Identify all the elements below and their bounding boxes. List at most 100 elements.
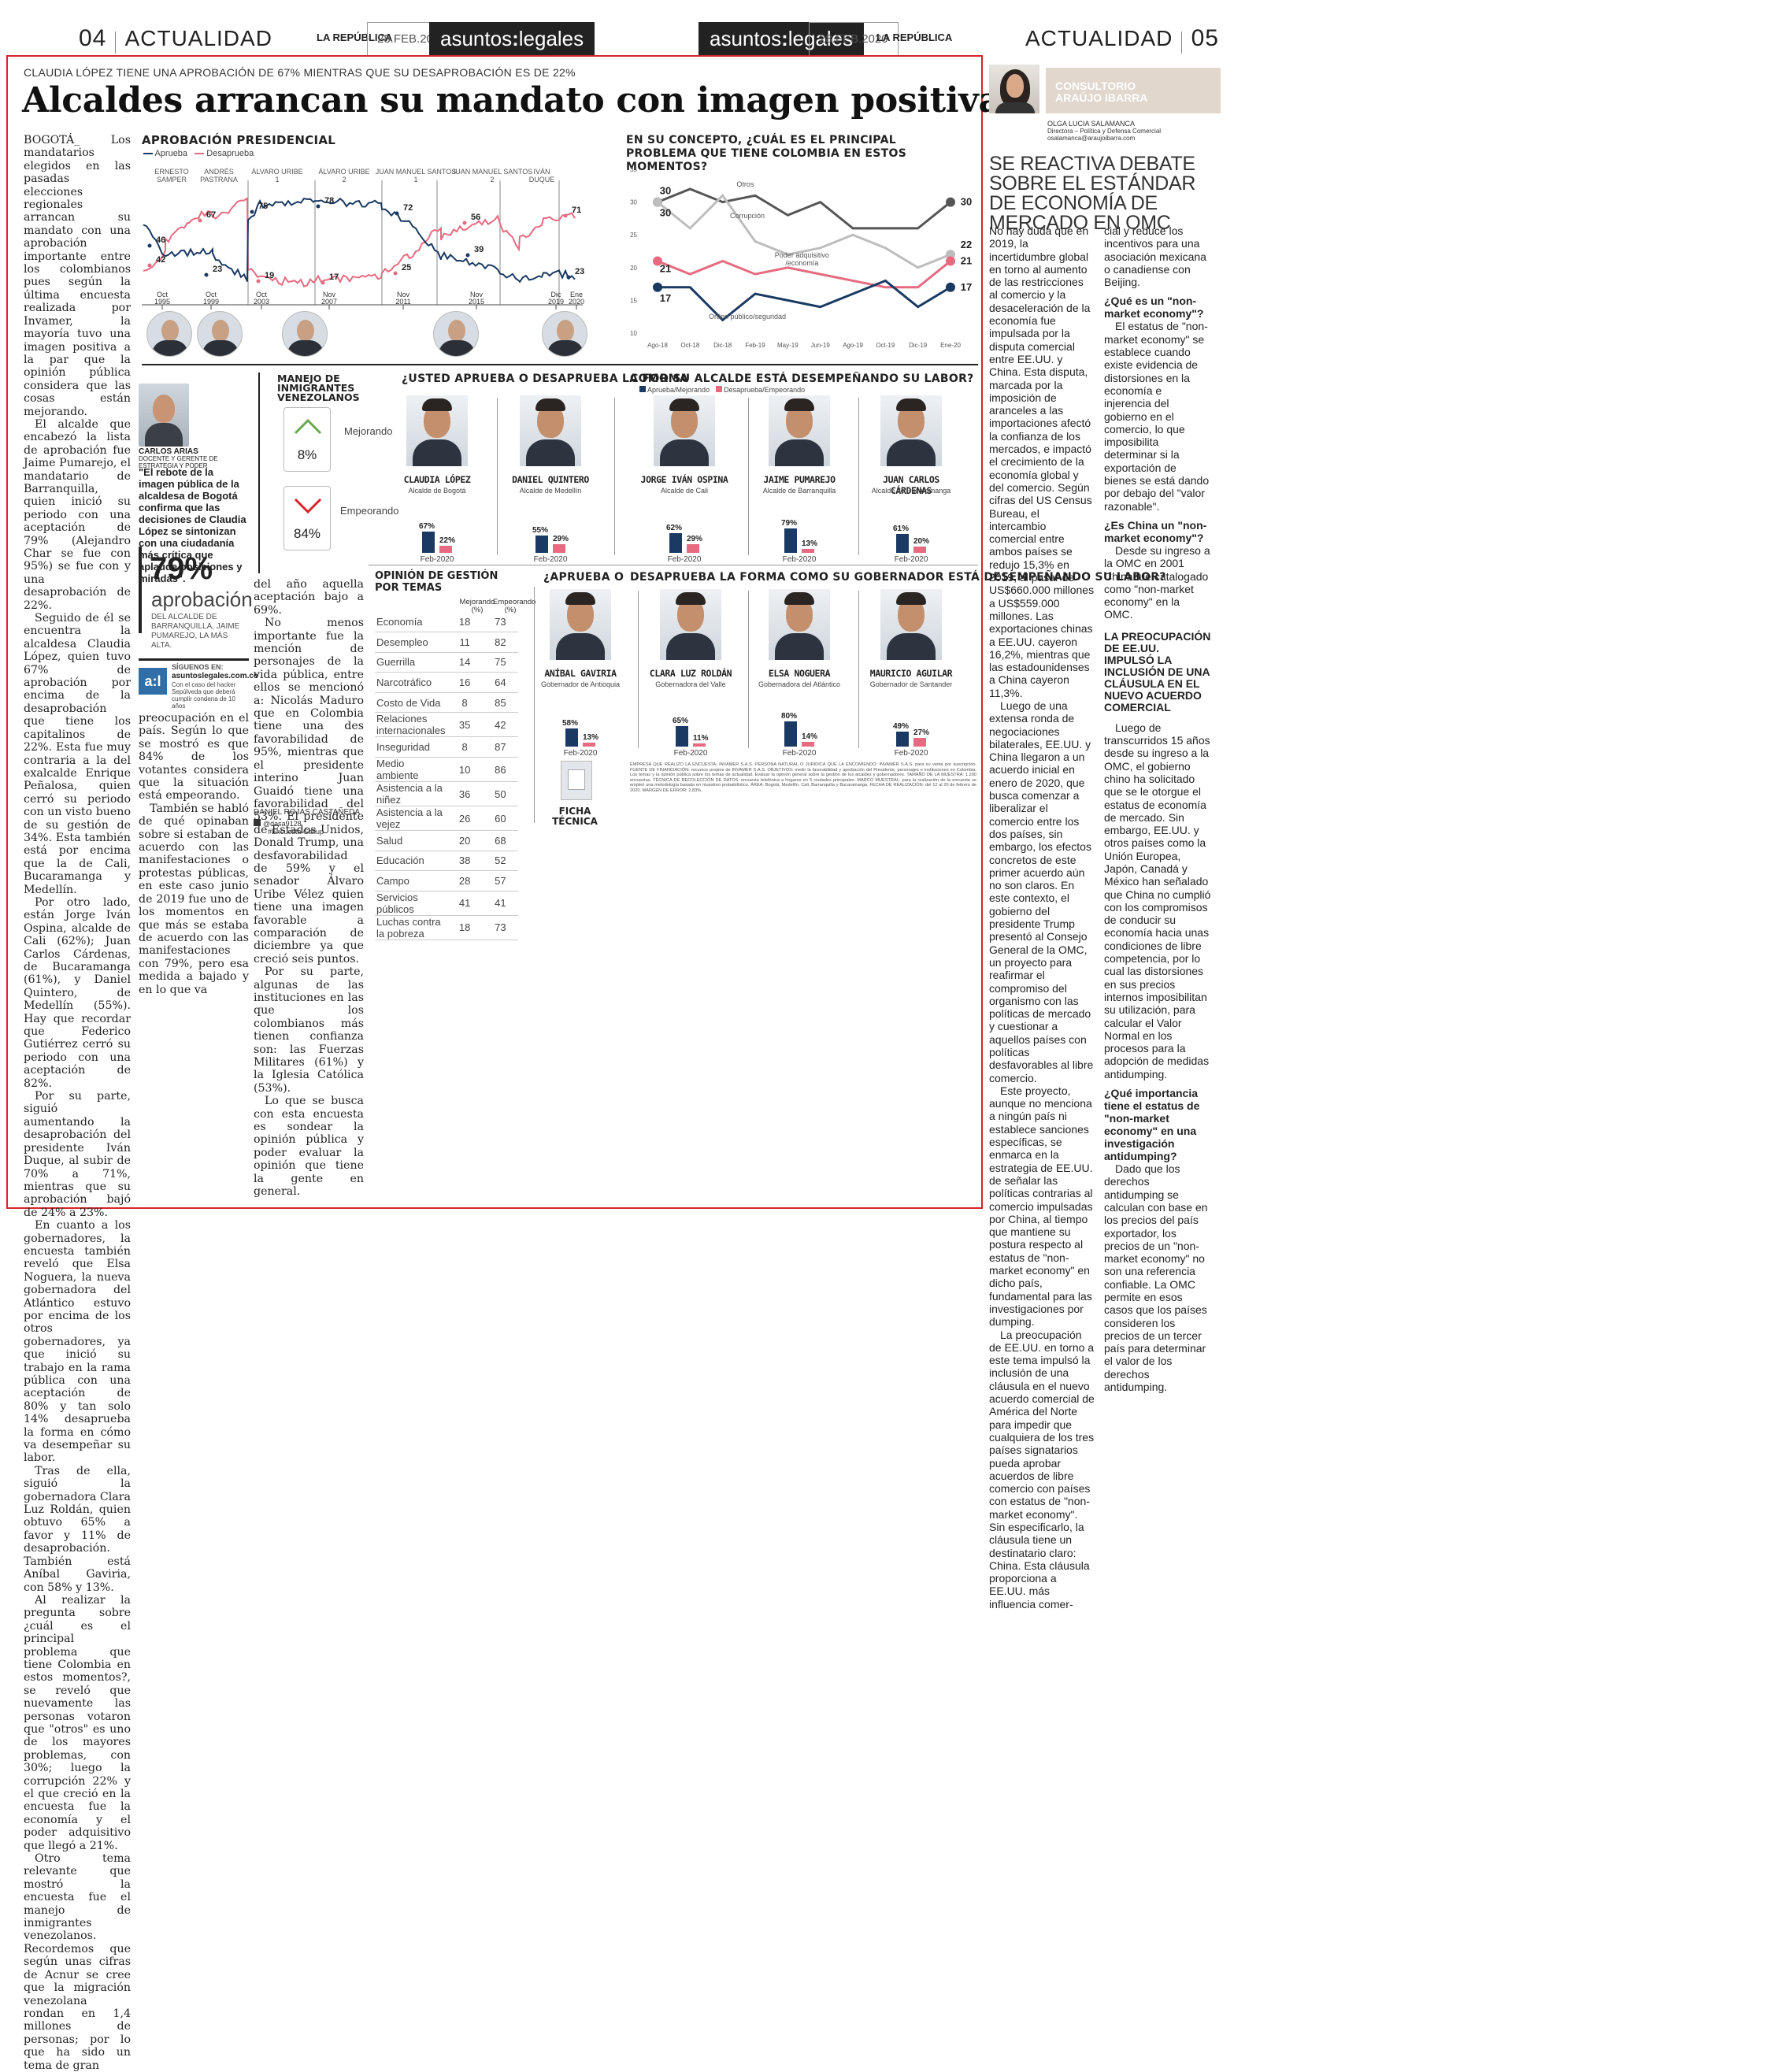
date-label: Feb-2020 — [533, 555, 568, 564]
series-line — [657, 259, 951, 289]
opinion-row: Luchas contra la pobreza 18 73 — [375, 915, 518, 940]
bar-area: 49% 27% — [893, 703, 936, 747]
opinion-better: 18 — [447, 915, 483, 940]
disapprove-bar — [687, 543, 699, 553]
disapprove-bar — [583, 742, 595, 747]
person-role: Alcalde de Cali — [660, 487, 709, 495]
opinion-worse: 85 — [482, 692, 518, 714]
panel-divider — [534, 587, 535, 823]
panel-divider — [858, 398, 859, 555]
opinion-better: 28 — [447, 870, 483, 891]
data-label: 75 — [258, 202, 268, 211]
ficha-label: FICHA TÉCNICA — [552, 806, 598, 827]
big-number: 79% — [150, 551, 213, 586]
paragraph: El estatus de "non-market economy" se es… — [1104, 320, 1210, 513]
endpoint-dot — [946, 250, 955, 260]
bar-area: 79% 13% — [781, 510, 824, 553]
y-tick-label: 25 — [630, 232, 637, 239]
disapprove-bar — [439, 546, 452, 553]
approve-bar — [565, 728, 578, 747]
y-tick-label: 20 — [630, 265, 637, 272]
panel-divider — [748, 398, 749, 555]
author-email[interactable]: osalamanca@araujoibarra.com — [1047, 135, 1136, 142]
opinion-worse: 50 — [482, 781, 518, 807]
opinion-better: 10 — [447, 757, 483, 783]
opinion-better: 38 — [447, 851, 483, 872]
person-name: MAURICIO AGUILAR — [869, 668, 953, 679]
data-point — [147, 243, 152, 248]
paragraph: No hay duda que en 2019, la incertidumbr… — [989, 224, 1095, 699]
disapprove-label: 13% — [802, 539, 818, 548]
x-tick-label: Oct-19 — [876, 342, 895, 349]
data-label: 39 — [474, 245, 484, 254]
opinion-row: Campo 28 57 — [375, 870, 518, 891]
person-photo — [880, 395, 942, 466]
asuntos-logo: a:l — [139, 668, 167, 695]
hair — [669, 398, 699, 411]
hair — [784, 398, 814, 411]
face — [557, 320, 574, 342]
paragraph: Este proyecto, aunque no menciona a ning… — [989, 1084, 1093, 1329]
hashtag: #Encuesta Gallup — [268, 828, 324, 836]
series-line — [657, 187, 951, 230]
x-tick-label: Ene-20 — [940, 342, 961, 349]
x-tick-label: Oct-18 — [680, 342, 700, 349]
opinion-topic: Salud — [375, 830, 447, 851]
follow-site[interactable]: asuntoslegales.com.co — [172, 672, 259, 680]
person-role: Alcalde de Barranquilla — [762, 487, 836, 495]
suit — [526, 439, 575, 466]
data-point — [393, 271, 398, 276]
right-headline: SE REACTIVA DEBATE SOBRE EL ESTÁNDAR DE … — [989, 153, 1196, 234]
follow-box — [139, 658, 249, 661]
worse-value: 84% — [293, 526, 321, 541]
opinion-worse: 75 — [482, 652, 518, 673]
paragraph: La preocupación de EE.UU. en torno a est… — [989, 1328, 1095, 1611]
opinion-better: 14 — [447, 652, 483, 673]
suit — [556, 633, 605, 660]
kicker: CLAUDIA LÓPEZ TIENE UNA APROBACIÓN DE 67… — [24, 66, 576, 79]
president-photo — [542, 311, 587, 357]
series-line — [658, 279, 951, 322]
paragraph: También se habló de qué opinaban sobre s… — [139, 802, 249, 996]
president-name: ERNESTO — [154, 168, 188, 176]
problem-line-chart: 35 30 25 20 15 10 Ago-18 Oct-18 Dic-18 Feb-19 May-… — [630, 166, 972, 349]
hair — [565, 592, 595, 605]
paper-name: LA REPÚBLICA — [317, 32, 393, 43]
person-role: Alcalde de Bogotá — [408, 487, 466, 495]
worse-label: Empeorando — [340, 505, 399, 517]
president-photo — [282, 311, 328, 357]
opinion-topic: Costo de Vida — [375, 692, 447, 714]
panel-divider — [748, 591, 749, 748]
date-label: 1995 — [154, 298, 170, 306]
face — [161, 320, 179, 342]
arrow-up-icon — [294, 418, 322, 435]
suit — [547, 340, 584, 356]
x-tick-label: Ago-19 — [843, 342, 863, 349]
hair — [896, 592, 926, 605]
person-role: Gobernadora del Valle — [655, 680, 726, 688]
approve-label: 79% — [781, 518, 798, 528]
hair — [784, 592, 814, 605]
date-label: Feb-2020 — [782, 749, 817, 758]
pres-legend: Aprueba Desaprueba — [143, 149, 254, 158]
person-photo — [520, 395, 581, 466]
end-label: 17 — [961, 281, 972, 293]
opinion-topic: Servicios públicos — [375, 891, 447, 916]
worse-box: 84% — [283, 486, 331, 550]
hair — [676, 592, 706, 605]
columnist-photo — [139, 384, 189, 447]
migrants-rule — [258, 373, 260, 573]
date-label: Feb-2020 — [782, 555, 817, 564]
date-label: 2003 — [254, 298, 269, 306]
person-name: CLAUDIA LÓPEZ — [403, 474, 471, 485]
disapprove-bar — [913, 547, 926, 553]
disapprove-line — [143, 197, 576, 287]
article-column-1: BOGOTÁ_ Los mandatarios elegidos en las … — [24, 134, 131, 2072]
x-tick-label: Dic-19 — [909, 342, 928, 349]
opinion-topic: Relaciones internacionales — [375, 712, 447, 738]
date-label: Feb-2020 — [894, 749, 928, 758]
question: ¿Qué es un "non-market economy"? — [1104, 295, 1204, 321]
date-label: 2020 — [569, 298, 584, 306]
approve-label: 61% — [893, 524, 910, 533]
bar-area: 80% 14% — [781, 703, 824, 747]
